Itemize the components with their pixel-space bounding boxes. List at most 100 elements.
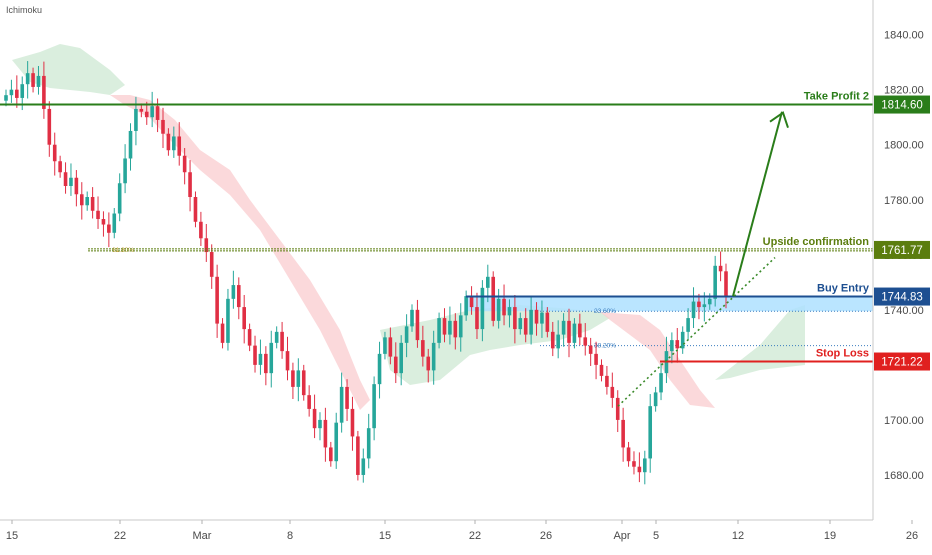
candle-body <box>686 318 690 332</box>
candle-body <box>101 219 106 225</box>
candle-body <box>172 136 176 151</box>
y-tick-label: 1700.00 <box>884 415 924 427</box>
candle-body <box>242 307 246 330</box>
candle-body <box>366 428 371 459</box>
candle-body <box>52 144 57 162</box>
price-tag-bg <box>874 95 930 114</box>
candle-body <box>540 312 544 324</box>
candle-body <box>469 296 474 308</box>
candle-body <box>177 136 182 156</box>
candle-body <box>69 177 73 186</box>
candle-body <box>209 252 214 277</box>
candle-body <box>107 224 111 233</box>
candle-body <box>58 161 62 173</box>
candle-body <box>610 386 615 398</box>
candle-body <box>296 370 301 387</box>
candle-body <box>697 301 701 308</box>
candle-body <box>691 301 696 319</box>
candle-body <box>63 172 68 186</box>
candle-body <box>556 334 560 349</box>
candle-body <box>166 133 171 151</box>
y-tick-label: 1820.00 <box>884 85 924 97</box>
candle-body <box>188 172 192 198</box>
candle-body <box>74 177 79 195</box>
time-axis[interactable]: 15 22 Mar 8 15 22 26 Apr 5 12 19 26 <box>6 520 918 542</box>
candle-body <box>79 194 84 206</box>
candle-body <box>150 106 154 118</box>
candle-body <box>442 318 447 335</box>
candles <box>4 61 728 485</box>
x-tick-label: 5 <box>653 530 659 542</box>
trade-levels: Take Profit 2 Upside confirmation Buy Entr… <box>0 91 873 363</box>
candle-body <box>269 342 274 374</box>
x-tick-label: 26 <box>540 530 552 542</box>
candle-body <box>226 298 230 343</box>
x-tick-label: 22 <box>469 530 481 542</box>
target-arrow-shaft <box>732 111 783 297</box>
candle-body <box>448 320 452 335</box>
fib-label: 61.80% <box>112 247 134 254</box>
candle-body <box>637 466 642 473</box>
candle-body <box>670 340 674 352</box>
candle-body <box>507 307 512 316</box>
candle-body <box>545 312 550 332</box>
candle-body <box>718 265 723 272</box>
candle-body <box>253 345 257 365</box>
x-tick-label: 26 <box>906 530 918 542</box>
trend-line <box>617 256 776 407</box>
candle-body <box>4 95 8 101</box>
candle-body <box>134 108 138 131</box>
y-tick-label: 1840.00 <box>884 30 924 42</box>
x-tick-label: 15 <box>6 530 18 542</box>
candle-body <box>334 422 339 462</box>
price-tag-value: 1721.22 <box>881 357 923 369</box>
candle-body <box>9 89 14 96</box>
y-tick-label: 1780.00 <box>884 195 924 207</box>
level-label: Buy Entry <box>817 283 870 295</box>
x-tick-label: 19 <box>824 530 836 542</box>
candle-body <box>626 447 631 462</box>
candle-body <box>36 75 41 87</box>
candle-body <box>345 386 349 409</box>
price-axis[interactable]: 1680.001700.001720.001740.001760.001780.… <box>884 30 924 482</box>
candle-body <box>388 337 393 357</box>
candle-body <box>25 73 30 85</box>
candle-body <box>117 183 122 214</box>
candle-body <box>648 406 653 459</box>
candle-body <box>350 408 355 437</box>
candle-body <box>318 419 322 429</box>
candle-body <box>264 353 268 374</box>
candle-body <box>486 276 490 288</box>
candle-body <box>599 364 604 376</box>
level-label: Stop Loss <box>816 348 869 360</box>
price-tags: 1814.60 1761.77 1744.83 1721.22 <box>874 95 930 371</box>
target-arrow-head <box>769 111 789 129</box>
price-tag-bg <box>874 240 930 259</box>
candle-body <box>215 276 219 324</box>
x-tick-label: 12 <box>732 530 744 542</box>
candle-body <box>329 447 333 462</box>
candle-body <box>123 158 127 184</box>
fib-label: 38.20% <box>594 343 616 350</box>
candle-body <box>588 345 593 354</box>
candle-body <box>572 323 577 343</box>
level-label: Upside confirmation <box>763 236 870 248</box>
y-tick-label: 1740.00 <box>884 305 924 317</box>
cloud-bear-2 <box>600 312 715 408</box>
price-tag-value: 1761.77 <box>881 245 923 257</box>
candle-body <box>193 197 198 222</box>
candle-body <box>605 375 609 387</box>
candle-body <box>42 75 46 109</box>
candle-body <box>312 408 317 429</box>
candle-body <box>502 298 506 316</box>
candle-body <box>323 419 328 448</box>
price-tag-value: 1814.60 <box>881 100 923 112</box>
candle-body <box>15 89 19 98</box>
candle-body <box>404 326 409 343</box>
candle-body <box>713 265 717 299</box>
candle-body <box>615 397 620 420</box>
level-label: Take Profit 2 <box>804 91 869 103</box>
